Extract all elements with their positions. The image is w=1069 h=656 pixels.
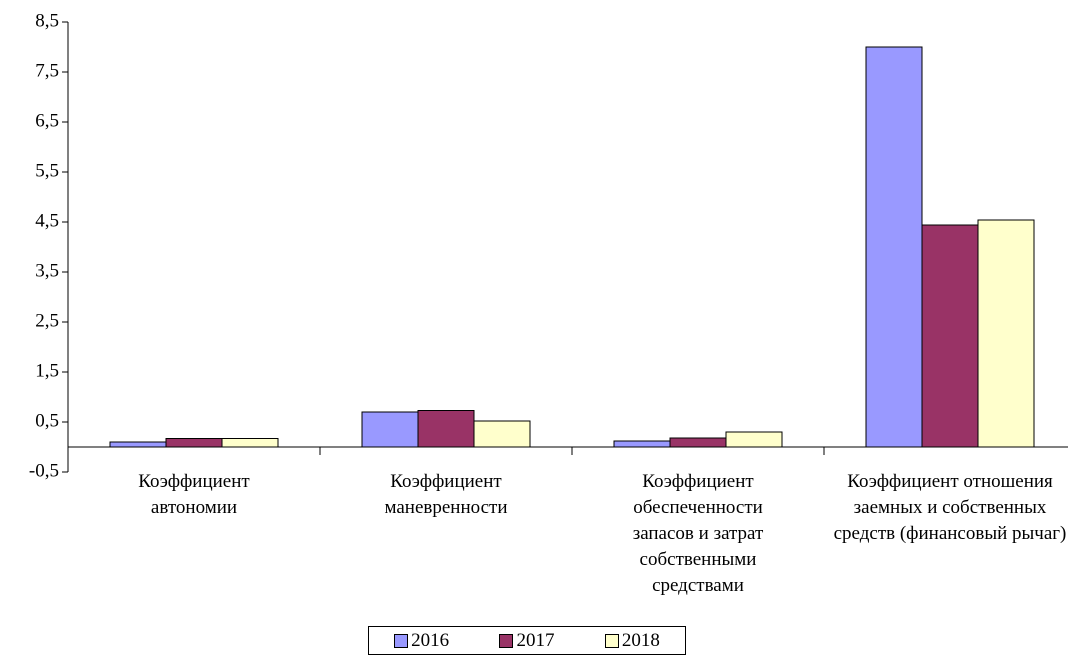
legend: 2016 2017 2018 [368,626,686,655]
bar [669,437,727,448]
bar [361,411,419,448]
y-tick-label: 3,5 [35,260,59,281]
bar [921,224,979,448]
bar [165,438,223,448]
y-tick-label: 6,5 [35,110,59,131]
legend-swatch [604,633,619,648]
bar [221,438,279,448]
bar [109,441,167,448]
y-tick-label: 4,5 [35,210,59,231]
legend-label: 2017 [516,629,555,651]
legend-item: 2017 [499,630,554,652]
bar [417,410,475,448]
y-tick-label: -0,5 [29,460,59,481]
y-tick-label: 7,5 [35,60,59,81]
bar [977,219,1035,448]
legend-item: 2018 [604,629,660,652]
legend-swatch [499,633,514,648]
bar [613,440,671,448]
legend-item: 2016 [394,630,449,652]
y-tick-label: 5,5 [35,160,59,181]
bar [865,46,923,448]
x-tick-label: Коэффициент отношения заемных и собствен… [833,471,1067,544]
y-tick-label: 1,5 [35,360,59,381]
y-tick-label: 0,5 [35,410,59,431]
y-tick-label: 2,5 [35,310,59,331]
x-tick-label: Коэффициент обеспеченности запасов и зат… [632,471,764,596]
legend-label: 2018 [621,629,660,651]
x-tick-label: Коэффициент автономии [138,471,250,518]
y-tick-label: 8,5 [35,10,59,31]
bar [725,431,783,448]
x-tick-label: Коэффициент маневренности [384,471,508,518]
legend-swatch [394,633,409,648]
legend-label: 2016 [411,629,450,651]
bar [473,420,531,448]
